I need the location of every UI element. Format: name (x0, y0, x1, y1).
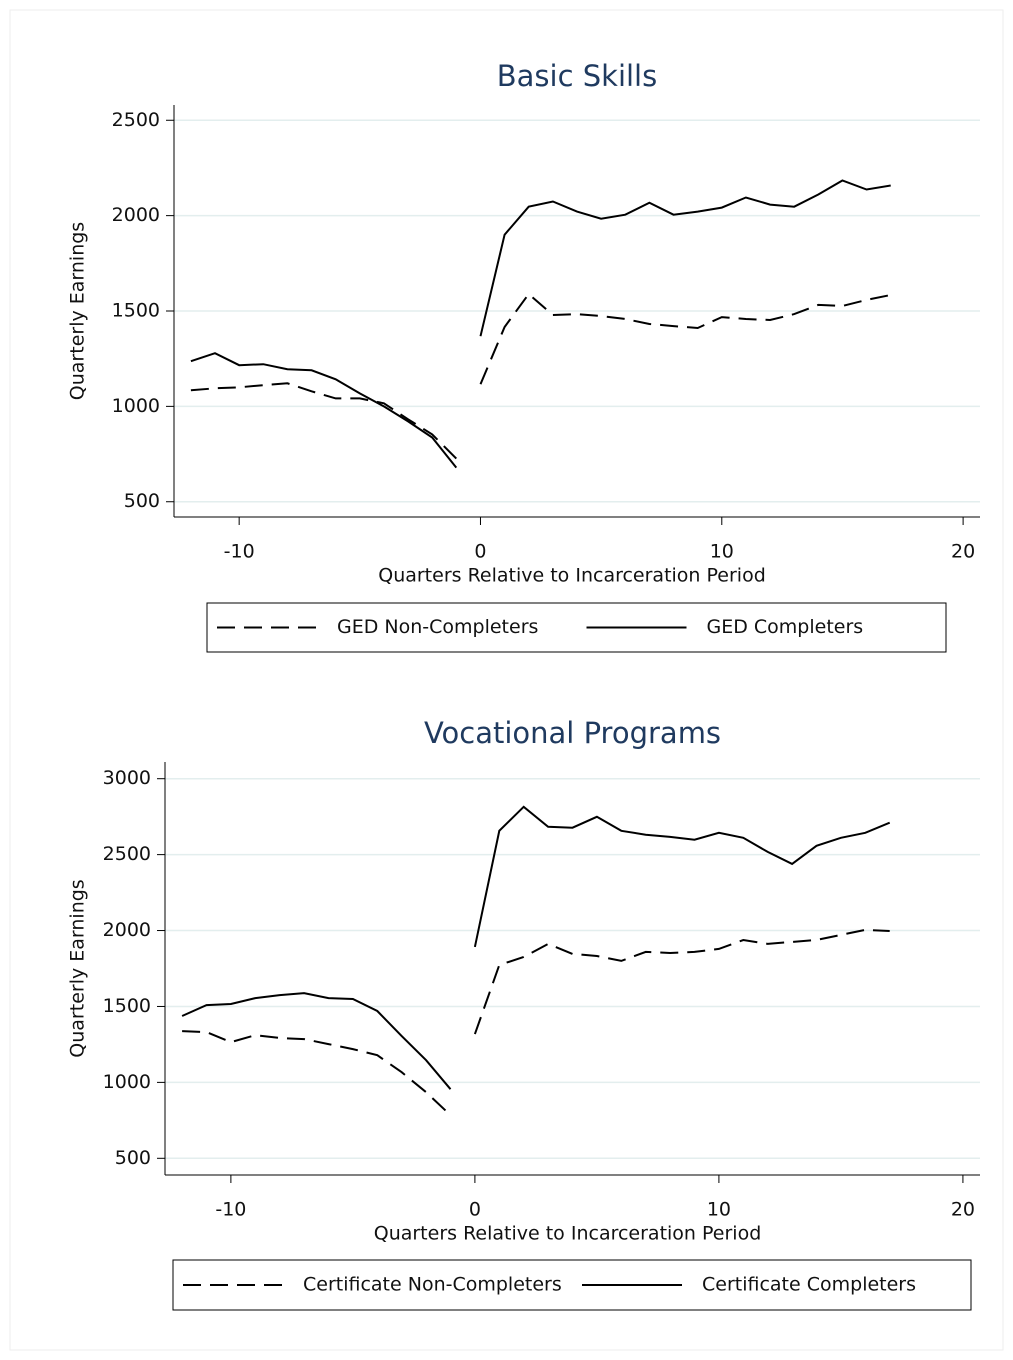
y-tick-label: 2000 (103, 919, 151, 941)
x-tick-label: 10 (707, 1199, 731, 1221)
series-line (182, 928, 890, 1116)
x-tick-label: -10 (224, 541, 255, 563)
legend-label: Certificate Completers (702, 1274, 916, 1296)
frame (9, 9, 1004, 1351)
x-tick-label: 0 (469, 1199, 481, 1221)
y-tick-label: 1000 (103, 1071, 151, 1093)
y-tick-label: 500 (124, 490, 160, 512)
chart-title: Basic Skills (497, 59, 657, 93)
chart-title: Vocational Programs (424, 716, 721, 750)
x-tick-label: -10 (215, 1199, 246, 1221)
x-tick-label: 10 (710, 541, 734, 563)
y-tick-label: 2500 (112, 109, 160, 131)
x-axis-label: Quarters Relative to Incarceration Perio… (374, 1223, 762, 1245)
y-tick-label: 2000 (112, 204, 160, 226)
legend-label: Certificate Non-Completers (303, 1274, 562, 1296)
legend-label: GED Non-Completers (337, 616, 538, 638)
y-axis-label: Quarterly Earnings (67, 222, 89, 400)
y-tick-label: 1500 (112, 300, 160, 322)
x-tick-label: 0 (474, 541, 486, 563)
legend-box (172, 1259, 972, 1311)
y-tick-label: 3000 (103, 767, 151, 789)
x-axis-label: Quarters Relative to Incarceration Perio… (378, 565, 766, 587)
series-line (190, 292, 891, 460)
legend-label: GED Completers (707, 616, 864, 638)
y-tick-label: 500 (115, 1147, 151, 1169)
y-tick-label: 2500 (103, 843, 151, 865)
y-tick-label: 1000 (112, 395, 160, 417)
series-line (181, 805, 891, 1090)
y-axis-label: Quarterly Earnings (67, 879, 89, 1057)
series-line (190, 179, 891, 469)
legend-box (206, 602, 947, 653)
x-tick-label: 20 (951, 1199, 975, 1221)
y-tick-label: 1500 (103, 995, 151, 1017)
x-tick-label: 20 (951, 541, 975, 563)
